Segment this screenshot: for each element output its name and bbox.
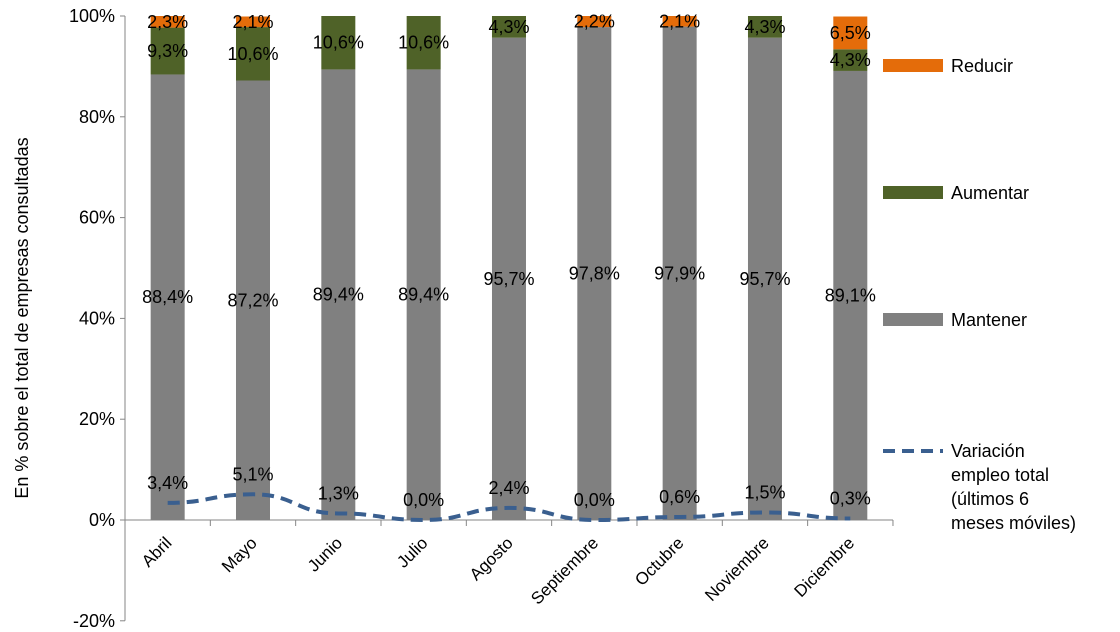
bar-reducir-diciembre (833, 16, 868, 50)
category-label: Mayo (218, 533, 261, 576)
data-label-mantener: 97,8% (569, 264, 620, 284)
legend-label-reducir: Reducir (951, 56, 1013, 76)
bar-aumentar-mayo (235, 27, 270, 81)
bar-mantener-mayo (235, 80, 270, 521)
data-label-aumentar: 4,3% (744, 17, 785, 37)
bar-aumentar-diciembre (833, 49, 868, 71)
bar-mantener-septiembre (577, 27, 612, 520)
legend: Reducir Aumentar Mantener Variación empleo t… (883, 56, 1076, 533)
legend-label-variacion: meses móviles) (951, 513, 1076, 533)
bar-aumentar-abril (150, 27, 185, 75)
category-label: Abril (138, 533, 175, 570)
y-tick-label: -20% (73, 611, 115, 631)
category-label: Septiembre (527, 533, 602, 608)
data-label-mantener: 87,2% (227, 290, 278, 310)
line-variacion-empleo (167, 492, 851, 523)
plot-area: -20% 0% 20% 40% 60% 80% 100% Abril Mayo Junio Juli… (69, 6, 894, 631)
data-label-mantener: 89,1% (825, 285, 876, 305)
legend-swatch-aumentar (883, 186, 943, 199)
y-tick-label: 0% (89, 510, 115, 530)
legend-label-mantener: Mantener (951, 310, 1027, 330)
data-label-variacion: 2,4% (488, 478, 529, 498)
data-label-reducir: 2,1% (232, 12, 273, 32)
line-data-labels: 3,4% 5,1% 1,3% 0,0% 2,4% 0,0% 0,6% 1,5% 0,3% (147, 464, 871, 510)
legend-swatch-mantener (883, 313, 943, 326)
bar-data-labels: 88,4% 9,3% 2,3% 87,2% 10,6% 2,1% 89,4% 10,6% 89,… (142, 11, 876, 310)
y-tick-label: 40% (79, 308, 115, 328)
bar-reducir-mayo (235, 16, 270, 28)
bar-reducir-septiembre (577, 16, 612, 28)
bar-mantener-junio (321, 69, 356, 520)
bar-aumentar-julio (406, 16, 441, 70)
data-label-variacion: 5,1% (232, 464, 273, 484)
y-tick-label: 80% (79, 107, 115, 127)
legend-label-aumentar: Aumentar (951, 183, 1029, 203)
data-label-aumentar: 10,6% (313, 33, 364, 53)
bar-mantener-noviembre (747, 37, 782, 521)
data-label-mantener: 89,4% (313, 285, 364, 305)
bars (150, 16, 868, 521)
data-label-aumentar: 10,6% (398, 33, 449, 53)
data-label-reducir: 6,5% (830, 23, 871, 43)
bar-mantener-agosto (491, 37, 526, 521)
y-tick-label: 60% (79, 208, 115, 228)
data-label-aumentar: 4,3% (830, 50, 871, 70)
bar-aumentar-agosto (491, 16, 526, 38)
data-label-variacion: 1,3% (318, 483, 359, 503)
data-label-variacion: 3,4% (147, 473, 188, 493)
category-label: Julio (393, 533, 431, 571)
y-tick-label: 20% (79, 409, 115, 429)
data-label-variacion: 0,0% (403, 490, 444, 510)
category-label: Agosto (466, 533, 517, 584)
legend-label-variacion: empleo total (951, 465, 1049, 485)
bar-mantener-octubre (662, 26, 697, 521)
data-label-reducir: 2,3% (147, 12, 188, 32)
data-label-aumentar: 9,3% (147, 41, 188, 61)
legend-label-variacion: (últimos 6 (951, 489, 1029, 509)
data-label-mantener: 95,7% (739, 269, 790, 289)
bar-mantener-abril (150, 74, 185, 521)
bar-aumentar-noviembre (747, 16, 782, 38)
bar-mantener-diciembre (833, 70, 868, 520)
data-label-mantener: 95,7% (483, 269, 534, 289)
data-label-reducir: 2,1% (659, 11, 700, 31)
bar-reducir-abril (150, 16, 185, 28)
legend-swatch-reducir (883, 59, 943, 72)
category-label: Junio (304, 533, 346, 575)
data-label-variacion: 0,3% (830, 488, 871, 508)
data-label-mantener: 89,4% (398, 285, 449, 305)
y-axis-title: En % sobre el total de empresas consulta… (12, 137, 32, 498)
data-label-variacion: 1,5% (744, 482, 785, 502)
data-label-aumentar: 4,3% (488, 17, 529, 37)
data-label-reducir: 2,2% (574, 12, 615, 32)
bar-mantener-julio (406, 69, 441, 520)
y-tick-label: 100% (69, 6, 115, 26)
category-label: Octubre (631, 533, 687, 589)
bar-reducir-octubre (662, 16, 697, 27)
data-label-variacion: 0,6% (659, 487, 700, 507)
category-label: Noviembre (701, 533, 773, 605)
bar-aumentar-junio (321, 16, 356, 70)
data-label-mantener: 97,9% (654, 263, 705, 283)
data-label-mantener: 88,4% (142, 287, 193, 307)
data-label-variacion: 0,0% (574, 490, 615, 510)
category-label: Diciembre (791, 533, 859, 601)
data-label-aumentar: 10,6% (227, 44, 278, 64)
legend-label-variacion: Variación (951, 441, 1025, 461)
